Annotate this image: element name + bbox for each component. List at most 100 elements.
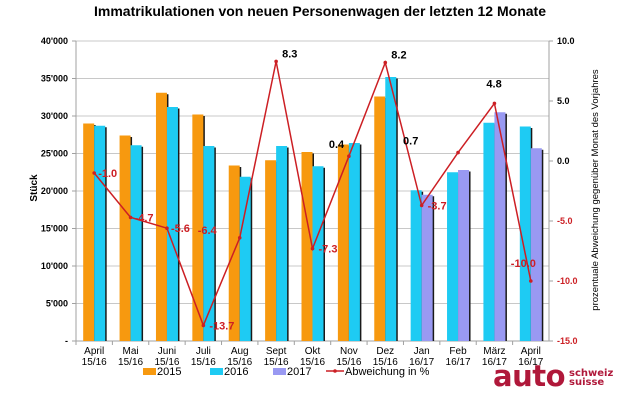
legend-label-line: Abweichung in % [345,366,430,378]
bar-2017 [421,194,433,341]
y-tick-label: 30'000 [41,111,68,121]
y2-tick-label: 10.0 [557,36,575,46]
deviation-point [456,150,460,155]
bar-2017 [458,170,470,341]
logo-sub: schweiz suisse [569,368,614,388]
x-tick-label: Jan [414,346,430,357]
deviation-line: -1.0 -4.7 -5.6 -13.7 -6.4 8.3 -7.3 0.4 8.2 -3.7 0.… [92,48,536,332]
y-axis-ticks: - 5'000 10'000 15'000 20'000 25'000 30'000 35'0… [41,36,76,346]
bar-2016 [312,166,324,341]
bar-2015 [337,144,349,341]
x-tick-label: 15/16 [300,357,325,368]
logo-schweiz: schweiz [569,368,614,379]
legend-label-2017: 2017 [287,366,311,378]
bar-2015 [155,92,167,341]
legend-swatch-2015 [143,368,156,375]
x-tick-label: Mai [123,346,139,357]
y2-tick-label: -5.0 [557,216,573,226]
bar-2016 [239,176,251,341]
x-tick-label: Okt [305,346,321,357]
chart-title: Immatrikulationen von neuen Personenwage… [94,3,546,19]
bar-2016 [410,190,422,341]
bar-2016 [203,146,215,341]
bar-2015 [374,96,386,341]
x-tick-label: 15/16 [264,357,289,368]
legend-label-2015: 2015 [157,366,181,378]
deviation-point [347,154,351,158]
x-tick-label: 15/16 [191,357,216,368]
deviation-data-label: 0.7 [403,136,418,148]
x-tick-label: Nov [340,346,358,357]
legend-swatch-2017 [273,368,286,375]
bar-2016 [447,172,459,341]
legend-swatch-point [333,369,337,373]
x-tick-label: März [483,346,505,357]
deviation-point [310,246,315,251]
bar-2016 [348,143,360,341]
x-tick-label: Aug [231,346,249,357]
bar-2016 [94,125,106,341]
x-tick-label: 15/16 [227,357,252,368]
x-tick-label: 15/16 [336,357,361,368]
deviation-data-label: -10.0 [511,258,536,270]
deviation-data-label: 8.3 [282,48,297,60]
deviation-point [419,203,424,208]
bar-2016 [130,145,142,341]
bar-2015 [265,160,277,341]
deviation-point [128,215,133,220]
y2-tick-label: 0.0 [557,156,570,166]
bar-2016 [385,77,397,341]
x-tick-label: Juli [196,346,211,357]
legend: 2015 2016 2017 Abweichung in % [143,366,430,378]
logo-suisse: suisse [569,377,605,388]
x-tick-label: Sept [266,346,287,357]
x-tick-label: April [84,346,104,357]
x-tick-label: 15/16 [82,357,107,368]
bar-2016 [483,122,495,341]
y2-tick-label: -15.0 [557,336,578,346]
y2-axis-ticks: -15.0 -10.0 -5.0 0.0 5.0 10.0 [549,36,578,346]
bar-2016 [276,146,288,341]
legend-label-2016: 2016 [224,366,248,378]
y-tick-label: 25'000 [41,149,68,159]
y-tick-label: 10'000 [41,261,68,271]
deviation-data-label: 8.2 [391,50,406,62]
x-tick-label: 16/17 [482,357,507,368]
deviation-data-label: -3.7 [428,200,447,212]
x-tick-label: 16/17 [446,357,471,368]
bar-2015 [301,152,313,341]
deviation-point [92,171,96,175]
bars [83,77,544,341]
deviation-data-label: -4.7 [135,212,154,224]
x-tick-label: Dez [376,346,394,357]
y-tick-label: 5'000 [46,299,68,309]
deviation-data-label: -13.7 [209,320,234,332]
bar-2015 [228,165,240,341]
deviation-data-label: -7.3 [319,244,338,256]
bar-2016 [519,126,531,341]
deviation-point [529,279,533,283]
y2-tick-label: -10.0 [557,276,578,286]
deviation-data-label: -1.0 [98,168,117,180]
y-tick-label: 20'000 [41,186,68,196]
deviation-data-label: -6.4 [198,225,218,237]
x-tick-label: 16/17 [518,357,543,368]
deviation-point [492,101,497,106]
y-axis-label: Stück [29,174,40,202]
x-tick-label: 16/17 [409,357,434,368]
logo-auto: auto [493,359,566,393]
x-axis-labels: April15/16Mai15/16Juni15/16Juli15/16Aug1… [75,341,544,368]
deviation-data-label: -5.6 [171,223,190,235]
deviation-data-label: 0.4 [329,139,345,151]
x-tick-label: 15/16 [118,357,143,368]
x-tick-label: 15/16 [373,357,398,368]
deviation-point [383,60,388,65]
y2-axis-label: prozentuale Abweichung gegenüber Monat d… [590,69,601,311]
x-tick-label: Feb [449,346,467,357]
y-tick-label: 40'000 [41,36,68,46]
bar-2015 [83,123,95,341]
deviation-point [165,226,169,230]
y-tick-label: - [65,336,68,346]
y2-tick-label: 5.0 [557,96,570,106]
